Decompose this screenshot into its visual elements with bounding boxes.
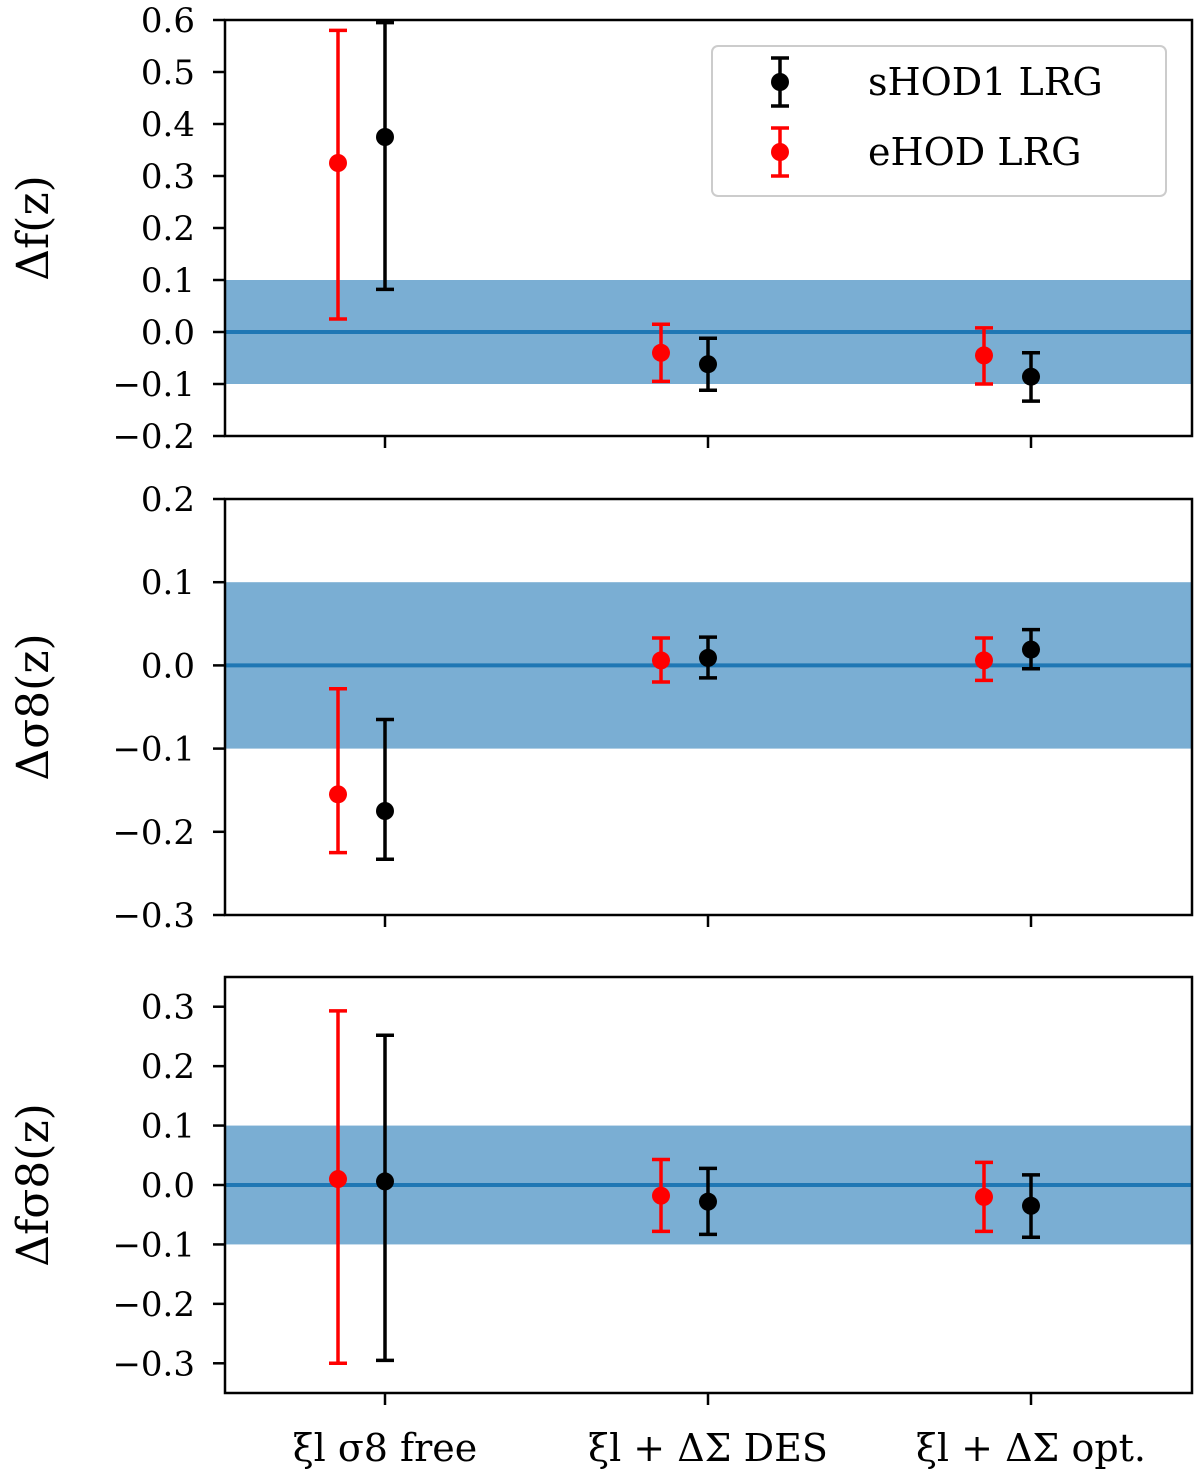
y-tick-label: 0.4 — [141, 105, 195, 145]
data-point — [652, 651, 670, 670]
errorbar-point — [1022, 1173, 1040, 1240]
y-tick-label: 0.0 — [141, 1166, 195, 1206]
errorbar-point — [699, 1166, 717, 1237]
legend-item: sHOD1 LRG — [771, 56, 1103, 108]
legend: sHOD1 LRG eHOD LRG — [711, 45, 1167, 197]
y-tick-label: −0.1 — [112, 730, 195, 770]
y-tick-label: −0.2 — [112, 1285, 195, 1325]
y-tick-label: −0.1 — [112, 365, 195, 405]
errorbar-point — [652, 636, 670, 684]
data-point — [376, 1172, 394, 1191]
plot-area — [225, 20, 1192, 403]
data-point — [329, 1170, 347, 1189]
y-tick-label: −0.3 — [112, 896, 195, 936]
errorbar-point — [329, 1009, 347, 1366]
y-tick-label: 0.0 — [141, 646, 195, 686]
errorbar-point — [699, 336, 717, 392]
errorbar-point — [1022, 351, 1040, 403]
errorbar-point — [975, 636, 993, 683]
y-tick-label: 0.2 — [141, 480, 195, 520]
errorbar-point — [376, 717, 394, 862]
errorbar-point — [652, 1157, 670, 1234]
data-point — [652, 343, 670, 362]
data-point — [699, 648, 717, 667]
legend-label: eHOD LRG — [868, 130, 1082, 174]
data-point — [1022, 640, 1040, 659]
y-tick-label: −0.3 — [112, 1344, 195, 1384]
x-tick-label: ξl + ΔΣ opt. — [916, 1426, 1146, 1470]
data-point — [329, 154, 347, 172]
errorbar-point — [975, 1160, 993, 1234]
y-axis-label: Δfσ8(z) — [8, 1103, 59, 1267]
data-point — [1022, 1196, 1040, 1215]
errorbar-point — [329, 28, 347, 321]
plot-area — [225, 1009, 1192, 1366]
data-point — [699, 1192, 717, 1211]
x-tick-label: ξl σ8 free — [293, 1426, 478, 1470]
y-tick-label: −0.1 — [112, 1225, 195, 1265]
panel-2: −0.3 −0.2 −0.1 0.0 0.1 0.2 Δσ8(z) — [8, 480, 1194, 936]
y-tick-label: 0.1 — [141, 563, 195, 603]
errorbar-point — [329, 686, 347, 855]
errorbar-point — [975, 326, 993, 386]
errorbar-point — [699, 635, 717, 680]
errorbar-point — [652, 322, 670, 384]
errorbar-point — [376, 1033, 394, 1363]
data-point — [329, 785, 347, 804]
y-tick-label: −0.2 — [112, 813, 195, 853]
data-point — [652, 1186, 670, 1205]
data-point — [699, 355, 717, 374]
data-point — [975, 651, 993, 670]
data-point — [376, 128, 394, 146]
y-tick-label: 0.1 — [141, 261, 195, 301]
y-tick-label: 0.1 — [141, 1107, 195, 1147]
legend-marker — [771, 73, 789, 91]
plot-area — [225, 582, 1192, 862]
y-tick-label: 0.5 — [141, 53, 195, 93]
legend-label: sHOD1 LRG — [868, 60, 1103, 104]
y-tick-label: 0.0 — [141, 313, 195, 353]
y-tick-label: 0.2 — [141, 209, 195, 249]
x-tick-label: ξl + ΔΣ DES — [588, 1426, 828, 1470]
y-axis-label: Δσ8(z) — [8, 633, 59, 780]
y-tick-label: 0.3 — [141, 988, 195, 1028]
panel-3: −0.3 −0.2 −0.1 0.0 0.1 0.2 0.3 Δfσ8(z) ξl σ8 fre… — [8, 975, 1194, 1470]
errorbar-point — [1022, 627, 1040, 671]
legend-item: eHOD LRG — [771, 126, 1082, 178]
y-tick-label: 0.3 — [141, 157, 195, 197]
y-tick-label: 0.2 — [141, 1047, 195, 1087]
errorbar-point — [376, 20, 394, 292]
data-point — [376, 802, 394, 820]
y-tick-label: 0.6 — [141, 1, 195, 41]
y-axis-label: Δf(z) — [8, 175, 59, 281]
legend-marker — [771, 143, 789, 161]
panel-1: −0.2 −0.1 0.0 0.1 0.2 0.3 0.4 0.5 0.6 Δf(z) sHOD1 … — [8, 1, 1194, 457]
legend-box — [711, 45, 1167, 197]
y-tick-label: −0.2 — [112, 417, 195, 457]
data-point — [975, 1187, 993, 1206]
data-point — [975, 346, 993, 365]
data-point — [1022, 367, 1040, 386]
